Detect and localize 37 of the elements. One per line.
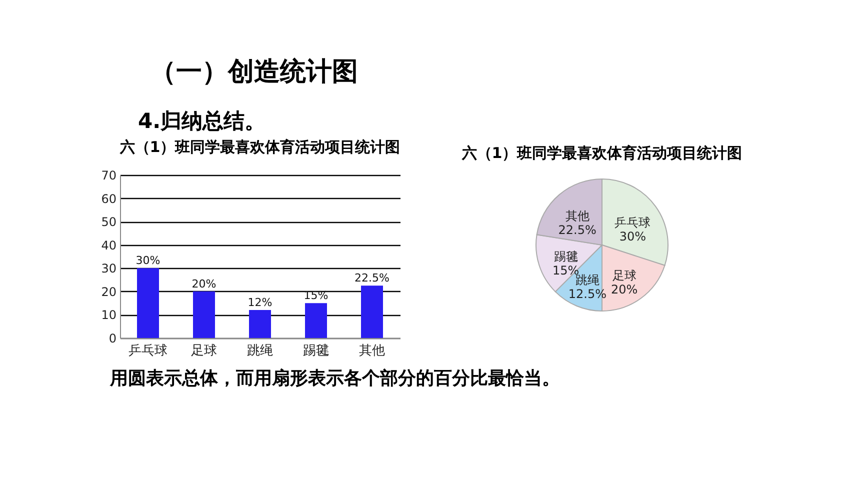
data-label: 20% xyxy=(192,277,216,290)
x-tick-label: 跳绳 xyxy=(247,344,273,358)
y-tick-label: 10 xyxy=(101,308,116,322)
data-label: 15% xyxy=(304,289,328,302)
data-label: 12.5% xyxy=(568,287,607,302)
bar xyxy=(193,291,215,338)
y-tick-label: 20 xyxy=(101,284,116,299)
x-tick-label: 踢毽 xyxy=(303,344,329,358)
data-label: 22.5% xyxy=(354,272,390,285)
slice-label: 乒乓球 xyxy=(614,216,651,230)
x-tick-label: 其他 xyxy=(359,344,385,358)
data-label: 30% xyxy=(136,254,160,268)
y-tick-label: 30 xyxy=(101,262,116,276)
bar xyxy=(361,286,383,338)
data-label: 20% xyxy=(611,282,638,297)
slice-label: 踢毽 xyxy=(554,250,578,264)
y-tick-label: 50 xyxy=(101,215,116,230)
bar xyxy=(305,303,327,338)
y-tick-label: 70 xyxy=(101,168,116,182)
x-tick-label: 足球 xyxy=(191,344,217,358)
slice-label: 足球 xyxy=(612,268,636,283)
data-label: 22.5% xyxy=(558,223,596,238)
text: 4.归纳总结。 xyxy=(138,109,266,133)
text: 用圆表示总体，而用扇形表示各个部分的百分比最恰当。 xyxy=(109,368,560,389)
data-label: 12% xyxy=(248,296,272,310)
x-tick-label: 乒乓球 xyxy=(128,344,168,358)
y-tick-label: 0 xyxy=(108,332,116,346)
slice-label: 其他 xyxy=(565,209,590,224)
y-tick-label: 40 xyxy=(101,238,116,252)
chart-title: 六（1）班同学最喜欢体育活动项目统计图 xyxy=(460,144,742,162)
data-label: 30% xyxy=(619,230,646,244)
text: （一）创造统计图 xyxy=(150,57,358,87)
chart-title: 六（1）班同学最喜欢体育活动项目统计图 xyxy=(118,138,400,156)
bar xyxy=(137,268,159,338)
bar xyxy=(249,310,271,338)
y-tick-label: 60 xyxy=(101,192,116,206)
slice-label: 跳绳 xyxy=(575,273,600,288)
